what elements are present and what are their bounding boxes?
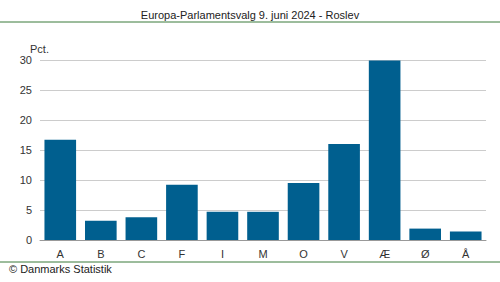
svg-text:M: M bbox=[258, 248, 267, 260]
svg-text:25: 25 bbox=[20, 84, 32, 96]
svg-text:B: B bbox=[97, 248, 104, 260]
svg-text:10: 10 bbox=[20, 174, 32, 186]
svg-text:C: C bbox=[137, 248, 145, 260]
svg-text:15: 15 bbox=[20, 144, 32, 156]
svg-text:© Danmarks Statistik: © Danmarks Statistik bbox=[9, 263, 112, 275]
svg-text:I: I bbox=[221, 248, 224, 260]
svg-text:Europa-Parlamentsvalg 9. juni: Europa-Parlamentsvalg 9. juni 2024 - Ros… bbox=[141, 9, 360, 21]
svg-text:Å: Å bbox=[462, 248, 470, 260]
svg-text:V: V bbox=[340, 248, 348, 260]
svg-text:Pct.: Pct. bbox=[30, 43, 49, 55]
svg-text:0: 0 bbox=[26, 234, 32, 246]
svg-text:F: F bbox=[179, 248, 186, 260]
svg-text:Ø: Ø bbox=[421, 248, 430, 260]
svg-text:Æ: Æ bbox=[379, 248, 390, 260]
svg-text:20: 20 bbox=[20, 114, 32, 126]
svg-text:5: 5 bbox=[26, 204, 32, 216]
svg-text:O: O bbox=[299, 248, 308, 260]
svg-text:A: A bbox=[57, 248, 65, 260]
svg-text:30: 30 bbox=[20, 54, 32, 66]
